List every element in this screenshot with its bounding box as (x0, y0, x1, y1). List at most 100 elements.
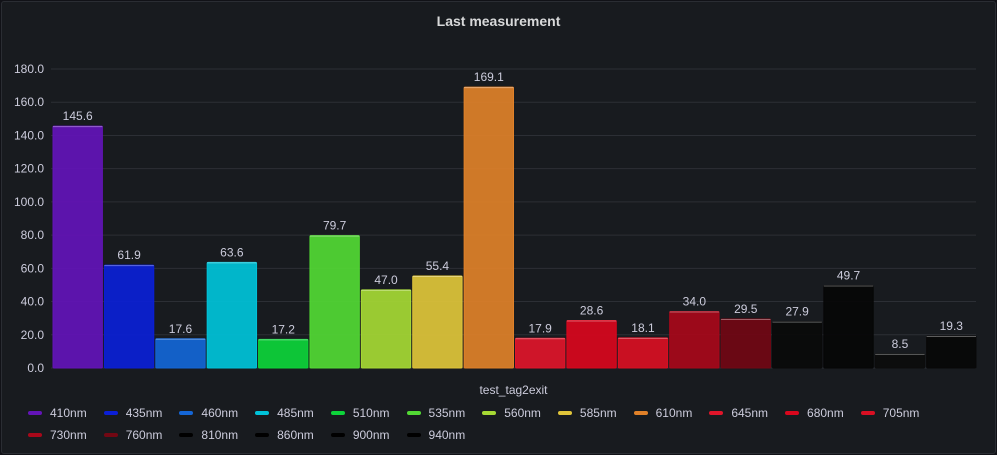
legend-label: 535nm (428, 405, 466, 420)
legend-swatch (633, 410, 648, 415)
bar-value-label: 34.0 (683, 295, 707, 309)
y-tick-label: 80.0 (21, 228, 45, 242)
bar-705nm[interactable] (617, 337, 669, 369)
bar-value-label: 19.3 (940, 319, 964, 333)
legend-swatch (103, 432, 118, 437)
legend-item-900nm[interactable]: 900nm (330, 426, 390, 443)
bar-585nm[interactable] (412, 275, 463, 369)
bar-value-label: 17.6 (169, 322, 193, 336)
legend-swatch (406, 432, 421, 437)
legend-item-610nm[interactable]: 610nm (633, 404, 693, 421)
legend-swatch (255, 410, 270, 415)
y-tick-label: 160.0 (14, 95, 44, 109)
bar-940nm[interactable] (926, 335, 977, 369)
bar-860nm[interactable] (823, 284, 874, 369)
bar-value-label: 55.4 (426, 259, 450, 273)
legend-swatch (179, 410, 194, 415)
legend-label: 610nm (655, 405, 693, 420)
legend-swatch (557, 410, 572, 415)
panel-title[interactable]: Last measurement (436, 13, 561, 29)
legend-label: 810nm (201, 427, 239, 442)
y-tick-label: 0.0 (27, 361, 44, 375)
y-tick-label: 40.0 (21, 295, 45, 309)
bar-435nm[interactable] (103, 264, 155, 369)
legend: 410nm 435nm 460nm 485nm 510nm 535nm 560nm 585nm… (28, 404, 968, 443)
legend-swatch (860, 410, 875, 415)
legend-label: 860nm (277, 427, 314, 442)
legend-label: 435nm (125, 405, 163, 420)
legend-item-860nm[interactable]: 860nm (255, 426, 314, 443)
legend-label: 585nm (579, 405, 617, 420)
bar-value-label: 61.9 (117, 248, 141, 262)
bar-610nm[interactable] (463, 86, 515, 369)
y-tick-label: 20.0 (21, 328, 45, 342)
bar-value-label: 17.2 (272, 322, 296, 336)
y-tick-label: 100.0 (14, 195, 44, 209)
legend-item-810nm[interactable]: 810nm (179, 426, 238, 443)
legend-label: 410nm (50, 405, 87, 420)
legend-label: 485nm (277, 405, 314, 420)
bar-chart: 0.0 20.0 40.0 60.0 80.0 100.0 120.0 140.0 160.0 1… (14, 62, 977, 397)
legend-item-705nm[interactable]: 705nm (860, 404, 920, 421)
bar-810nm[interactable] (771, 321, 823, 369)
legend-label: 560nm (504, 405, 541, 420)
legend-item-535nm[interactable]: 535nm (406, 404, 466, 421)
legend-item-510nm[interactable]: 510nm (330, 404, 390, 421)
y-tick-label: 60.0 (21, 261, 45, 275)
legend-label: 680nm (807, 405, 844, 420)
y-tick-label: 120.0 (14, 162, 44, 176)
legend-item-410nm[interactable]: 410nm (28, 404, 87, 421)
bar-535nm[interactable] (309, 235, 360, 369)
legend-swatch (330, 410, 345, 415)
bar-value-label: 49.7 (837, 268, 861, 282)
legend-item-760nm[interactable]: 760nm (103, 426, 162, 443)
bar-560nm[interactable] (360, 289, 412, 369)
bar-900nm[interactable] (874, 353, 926, 369)
bar-value-label: 145.6 (63, 109, 93, 123)
bar-485nm[interactable] (206, 261, 258, 369)
legend-item-460nm[interactable]: 460nm (179, 404, 238, 421)
bar-value-label: 79.7 (323, 219, 347, 233)
bar-460nm[interactable] (155, 338, 206, 369)
legend-swatch (28, 410, 42, 415)
legend-swatch (255, 432, 270, 437)
bar-645nm[interactable] (515, 337, 566, 369)
bar-value-label: 8.5 (892, 337, 909, 351)
bar-value-label: 28.6 (580, 303, 604, 317)
bar-760nm[interactable] (720, 318, 771, 369)
bar-value-label: 17.9 (529, 321, 553, 335)
legend-item-940nm[interactable]: 940nm (406, 426, 466, 443)
bar-680nm[interactable] (566, 319, 617, 369)
legend-swatch (785, 410, 800, 415)
legend-swatch (330, 432, 345, 437)
bar-730nm[interactable] (669, 311, 720, 369)
y-tick-label: 180.0 (14, 62, 44, 76)
legend-item-485nm[interactable]: 485nm (255, 404, 314, 421)
bar-value-label: 29.5 (734, 302, 758, 316)
legend-label: 645nm (731, 405, 769, 420)
legend-item-680nm[interactable]: 680nm (785, 404, 844, 421)
legend-label: 940nm (428, 427, 466, 442)
bar-value-label: 63.6 (220, 245, 244, 259)
legend-swatch (709, 410, 724, 415)
legend-swatch (179, 432, 194, 437)
legend-swatch (28, 432, 42, 437)
y-tick-label: 140.0 (14, 128, 44, 142)
bar-510nm[interactable] (258, 338, 309, 369)
legend-item-560nm[interactable]: 560nm (482, 404, 541, 421)
legend-swatch (482, 410, 497, 415)
legend-label: 510nm (352, 405, 390, 420)
bar-410nm[interactable] (52, 125, 103, 369)
bar-value-label: 169.1 (474, 70, 504, 84)
legend-swatch (406, 410, 421, 415)
bar-value-label: 27.9 (785, 305, 809, 319)
legend-label: 730nm (50, 427, 87, 442)
legend-item-730nm[interactable]: 730nm (28, 426, 87, 443)
bar-value-label: 47.0 (374, 273, 398, 287)
legend-item-585nm[interactable]: 585nm (557, 404, 617, 421)
legend-item-645nm[interactable]: 645nm (709, 404, 768, 421)
legend-label: 705nm (882, 405, 920, 420)
legend-item-435nm[interactable]: 435nm (103, 404, 163, 421)
bar-value-label: 18.1 (631, 321, 655, 335)
